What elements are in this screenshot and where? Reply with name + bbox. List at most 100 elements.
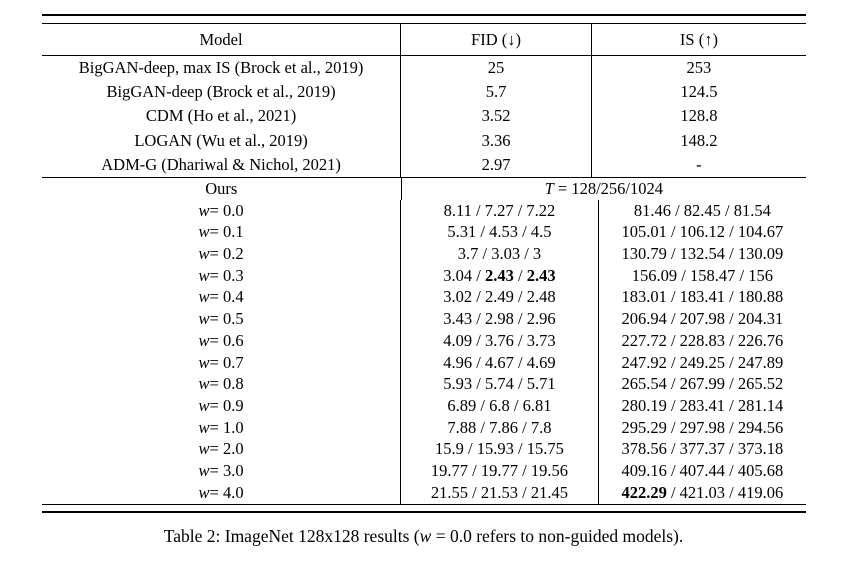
baseline-fid: 25: [400, 56, 591, 81]
w-rows: w = 0.0 8.11 / 7.27 / 7.22 81.46 / 82.45 /…: [42, 199, 806, 504]
header-model: Model: [199, 29, 243, 49]
w-is-values: 247.92 / 249.25 / 247.89: [597, 351, 806, 374]
w-fid-values: 7.88 / 7.86 / 7.8: [400, 416, 598, 439]
table-rule-bottom-thin: [42, 503, 806, 505]
table-rule-top-thick: [42, 14, 806, 16]
w-fid-values: 21.55 / 21.53 / 21.45: [400, 482, 598, 504]
baseline-is: 253: [590, 56, 806, 81]
w-is-values: 156.09 / 158.47 / 156: [597, 264, 806, 287]
baseline-rows: BigGAN-deep, max IS (Brock et al., 2019)…: [42, 56, 806, 177]
w-label: w = 0.4: [198, 287, 244, 307]
caption-post: = 0.0 refers to non-guided models).: [431, 526, 684, 546]
w-fid-values: 3.7 / 3.03 / 3: [400, 243, 598, 265]
caption-w-variable: w: [419, 526, 432, 546]
w-row-0.5: w = 0.5 3.43 / 2.98 / 2.96 206.94 / 207.98…: [42, 308, 806, 330]
baseline-model: ADM-G (Dhariwal & Nichol, 2021): [101, 154, 341, 174]
baseline-fid: 3.52: [400, 104, 591, 129]
w-is-values: 183.01 / 183.41 / 180.88: [597, 286, 806, 309]
w-label: w = 0.5: [198, 309, 244, 329]
baseline-fid: 2.97: [400, 152, 591, 177]
w-label: w = 4.0: [198, 482, 244, 502]
w-fid-values: 4.96 / 4.67 / 4.69: [400, 351, 598, 374]
baseline-row: ADM-G (Dhariwal & Nichol, 2021) 2.97-: [42, 152, 806, 177]
w-is-values: 206.94 / 207.98 / 204.31: [597, 308, 806, 330]
baseline-row: BigGAN-deep, max IS (Brock et al., 2019)…: [42, 56, 806, 81]
w-label: w = 3.0: [198, 461, 244, 481]
w-row-2.0: w = 2.0 15.9 / 15.93 / 15.75 378.56 / 377.…: [42, 438, 806, 461]
w-fid-values: 8.11 / 7.27 / 7.22: [400, 199, 598, 222]
w-fid-values: 6.89 / 6.8 / 6.81: [400, 395, 598, 417]
table-header-row: Model FID (↓) IS (↑): [42, 24, 806, 55]
w-fid-values: 19.77 / 19.77 / 19.56: [400, 460, 598, 482]
w-row-0.4: w = 0.4 3.02 / 2.49 / 2.48 183.01 / 183.41…: [42, 286, 806, 309]
w-label: w = 0.8: [198, 374, 244, 394]
table-rule-section-divider: [42, 176, 806, 178]
w-row-1.0: w = 1.0 7.88 / 7.86 / 7.8 295.29 / 297.98 …: [42, 416, 806, 439]
w-is-values: 81.46 / 82.45 / 81.54: [597, 199, 806, 222]
w-is-values: 265.54 / 267.99 / 265.52: [597, 373, 806, 396]
w-row-0.1: w = 0.1 5.31 / 4.53 / 4.5 105.01 / 106.12 …: [42, 221, 806, 244]
table-rule-bottom-thick: [42, 510, 806, 513]
ours-label: Ours: [205, 178, 238, 198]
w-label: w = 0.3: [198, 265, 244, 285]
baseline-fid: 3.36: [400, 128, 591, 153]
baseline-fid: 5.7: [400, 80, 591, 105]
w-fid-values: 3.43 / 2.98 / 2.96: [400, 308, 598, 330]
w-is-values: 105.01 / 106.12 / 104.67: [597, 221, 806, 244]
w-row-3.0: w = 3.0 19.77 / 19.77 / 19.56 409.16 / 407…: [42, 460, 806, 482]
w-label: w = 0.0: [198, 200, 244, 220]
baseline-model: CDM (Ho et al., 2021): [145, 106, 297, 126]
t-variable: T: [544, 178, 554, 198]
ours-t-header: T = 128/256/1024: [400, 177, 806, 200]
w-is-values: 280.19 / 283.41 / 281.14: [597, 395, 806, 417]
w-label: w = 0.7: [198, 352, 244, 372]
w-label: w = 0.2: [198, 243, 244, 263]
header-is: IS (↑): [590, 24, 806, 55]
w-label: w = 0.9: [198, 395, 244, 415]
w-label: w = 2.0: [198, 439, 244, 459]
w-fid-values: 4.09 / 3.76 / 3.73: [400, 329, 598, 352]
w-is-values: 422.29 / 421.03 / 419.06: [597, 482, 806, 504]
w-label: w = 0.6: [198, 330, 244, 350]
w-row-0.9: w = 0.9 6.89 / 6.8 / 6.81 280.19 / 283.41 …: [42, 395, 806, 417]
table-caption: Table 2: ImageNet 128x128 results (w = 0…: [0, 526, 847, 547]
t-values: = 128/256/1024: [553, 178, 664, 198]
w-fid-values: 5.93 / 5.74 / 5.71: [400, 373, 598, 396]
w-is-values: 295.29 / 297.98 / 294.56: [597, 416, 806, 439]
baseline-is: 124.5: [590, 80, 806, 105]
w-row-0.3: w = 0.3 3.04 / 2.43 / 2.43 156.09 / 158.47…: [42, 264, 806, 287]
w-label: w = 1.0: [198, 417, 244, 437]
baseline-is: 128.8: [590, 104, 806, 129]
baseline-row: LOGAN (Wu et al., 2019) 3.36 148.2: [42, 128, 806, 153]
ours-header-row: Ours T = 128/256/1024: [42, 177, 806, 200]
table-rule-top-thin: [42, 23, 806, 24]
w-label: w = 0.1: [198, 222, 244, 242]
w-row-4.0: w = 4.0 21.55 / 21.53 / 21.45 422.29 / 421…: [42, 482, 806, 504]
w-fid-values: 15.9 / 15.93 / 15.75: [400, 438, 598, 461]
baseline-model: BigGAN-deep, max IS (Brock et al., 2019): [78, 58, 364, 78]
caption-pre: Table 2: ImageNet 128x128 results (: [163, 526, 420, 546]
header-fid: FID (↓): [400, 24, 591, 55]
baseline-row: BigGAN-deep (Brock et al., 2019) 5.7 124.5: [42, 80, 806, 105]
w-is-values: 130.79 / 132.54 / 130.09: [597, 243, 806, 265]
baseline-is: -: [590, 152, 806, 177]
w-row-0.7: w = 0.7 4.96 / 4.67 / 4.69 247.92 / 249.25…: [42, 351, 806, 374]
w-fid-values: 5.31 / 4.53 / 4.5: [400, 221, 598, 244]
w-row-0.8: w = 0.8 5.93 / 5.74 / 5.71 265.54 / 267.99…: [42, 373, 806, 396]
w-row-0.2: w = 0.2 3.7 / 3.03 / 3 130.79 / 132.54 / 1…: [42, 243, 806, 265]
baseline-model: LOGAN (Wu et al., 2019): [134, 130, 308, 150]
results-table: Model FID (↓) IS (↑) BigGAN-deep, max IS…: [42, 14, 806, 513]
w-is-values: 378.56 / 377.37 / 373.18: [597, 438, 806, 461]
w-row-0.0: w = 0.0 8.11 / 7.27 / 7.22 81.46 / 82.45 /…: [42, 199, 806, 222]
w-is-values: 409.16 / 407.44 / 405.68: [597, 460, 806, 482]
w-fid-values: 3.02 / 2.49 / 2.48: [400, 286, 598, 309]
baseline-model: BigGAN-deep (Brock et al., 2019): [106, 82, 336, 102]
baseline-row: CDM (Ho et al., 2021) 3.52 128.8: [42, 104, 806, 129]
w-is-values: 227.72 / 228.83 / 226.76: [597, 329, 806, 352]
w-fid-values: 3.04 / 2.43 / 2.43: [400, 264, 598, 287]
table-rule-gap: [42, 16, 806, 23]
table-rule-after-header: [42, 55, 806, 56]
baseline-is: 148.2: [590, 128, 806, 153]
w-row-0.6: w = 0.6 4.09 / 3.76 / 3.73 227.72 / 228.83…: [42, 329, 806, 352]
